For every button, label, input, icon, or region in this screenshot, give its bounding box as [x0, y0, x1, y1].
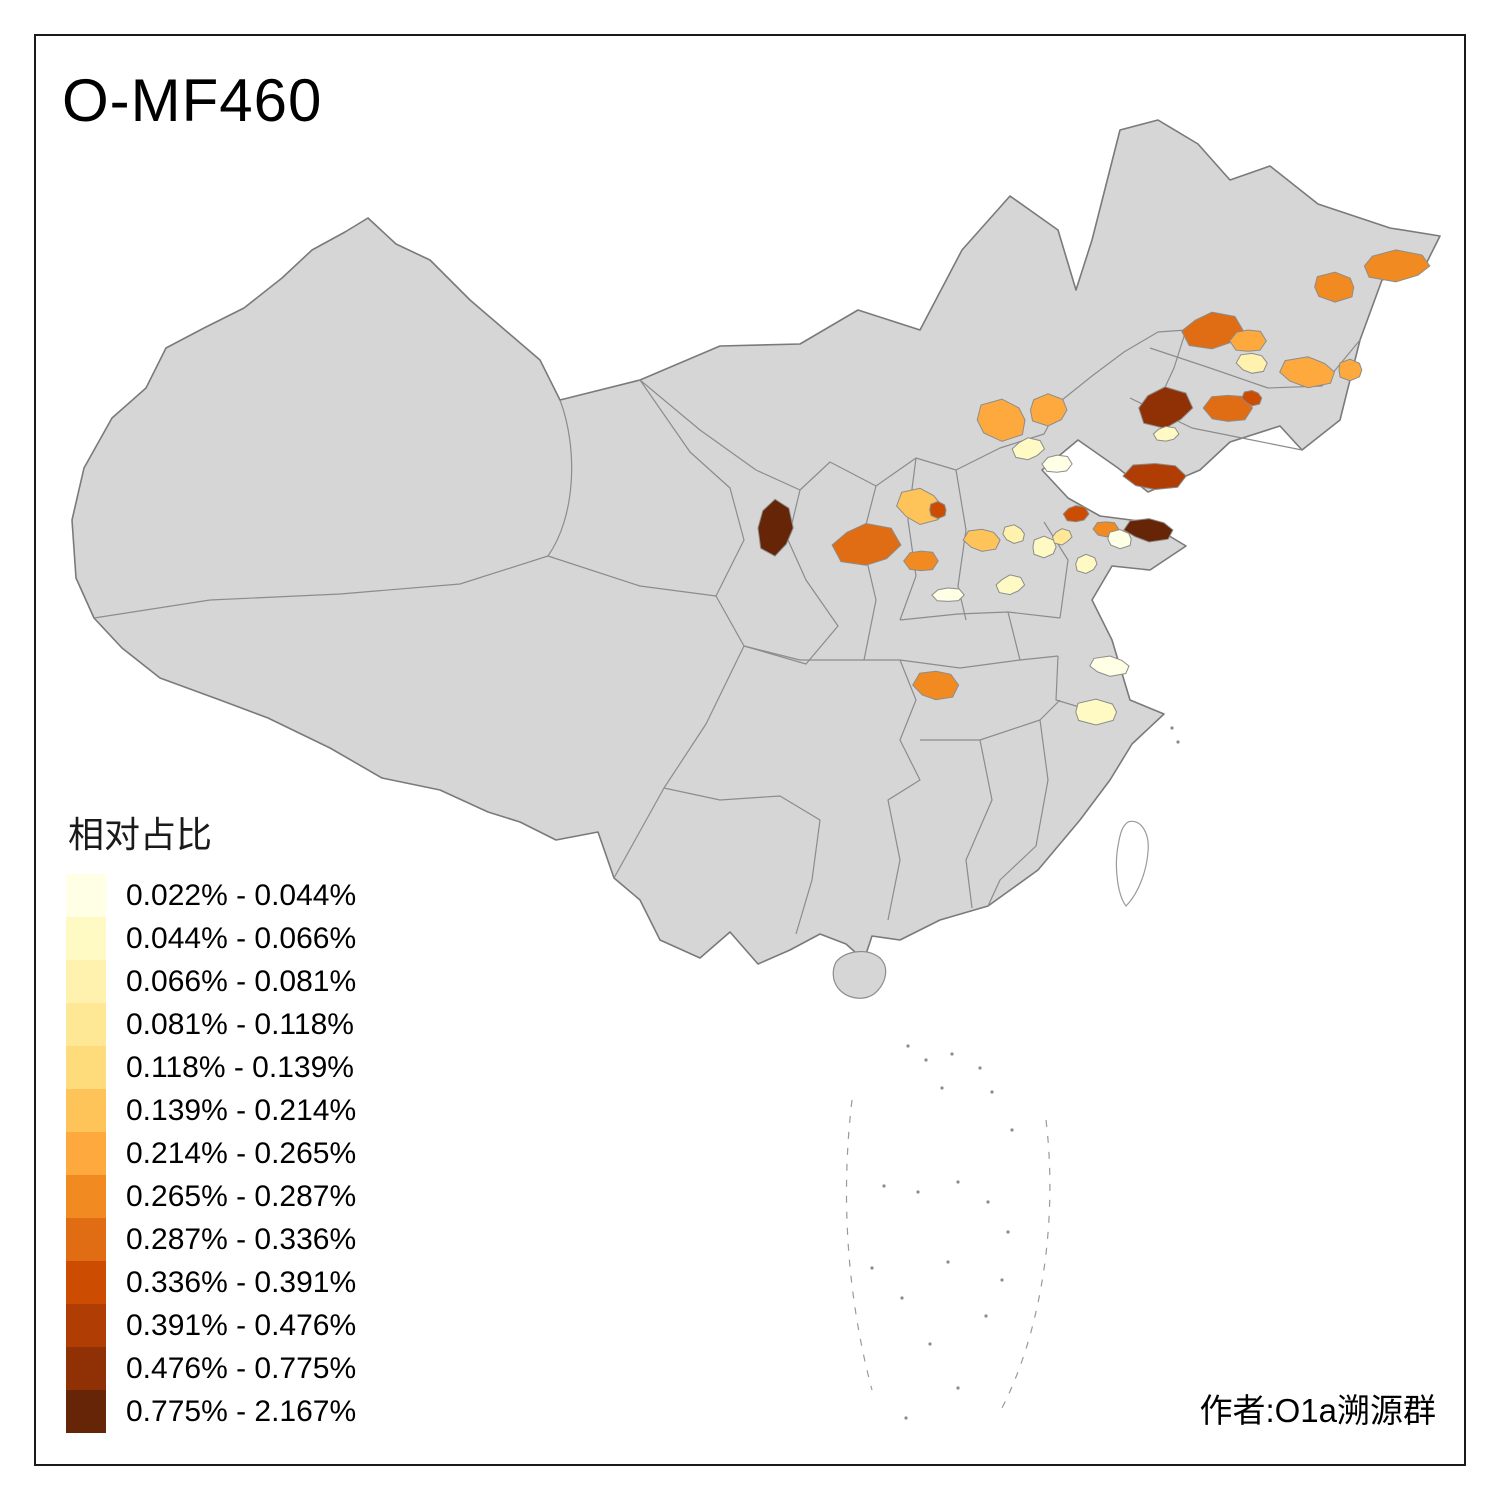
map-region	[757, 498, 794, 557]
legend-label: 0.214% - 0.265%	[126, 1137, 357, 1170]
legend-row: 0.775% - 2.167%	[66, 1390, 356, 1433]
map-region	[912, 670, 960, 701]
legend-row: 0.139% - 0.214%	[66, 1089, 356, 1132]
legend-row: 0.022% - 0.044%	[66, 874, 356, 917]
map-region	[1075, 698, 1118, 726]
map-region	[1279, 356, 1336, 389]
legend-label: 0.066% - 0.081%	[126, 965, 357, 998]
map-region	[1032, 535, 1057, 559]
legend-label: 0.336% - 0.391%	[126, 1266, 357, 1299]
map-region	[1089, 655, 1130, 677]
map-region	[1122, 462, 1187, 491]
map-region	[1338, 358, 1363, 382]
map-region	[1062, 505, 1090, 523]
legend-swatch	[66, 1304, 106, 1347]
map-region	[1123, 518, 1174, 543]
map-region	[1002, 524, 1025, 545]
legend-swatch	[66, 917, 106, 960]
map-region	[1202, 394, 1254, 422]
map-region	[1314, 271, 1355, 303]
hainan-island	[832, 951, 887, 999]
legend-swatch	[66, 1003, 106, 1046]
south-china-sea-islands	[870, 726, 1180, 1420]
legend-label: 0.118% - 0.139%	[126, 1051, 354, 1084]
legend-row: 0.476% - 0.775%	[66, 1347, 356, 1390]
legend-swatch	[66, 1046, 106, 1089]
map-region	[962, 528, 1001, 552]
legend-label: 0.391% - 0.476%	[126, 1309, 357, 1342]
legend-row: 0.081% - 0.118%	[66, 1003, 356, 1046]
legend-row: 0.044% - 0.066%	[66, 917, 356, 960]
legend-swatch	[66, 960, 106, 1003]
map-region	[1051, 528, 1073, 546]
map-region	[1138, 386, 1194, 429]
map-region	[1041, 454, 1073, 473]
map-region	[831, 522, 902, 566]
nine-dash-line	[845, 1099, 1051, 1409]
map-region	[1180, 311, 1245, 350]
map-region	[976, 398, 1026, 442]
map-region	[995, 574, 1026, 596]
legend-label: 0.265% - 0.287%	[126, 1180, 357, 1213]
legend-row: 0.214% - 0.265%	[66, 1132, 356, 1175]
legend-label: 0.476% - 0.775%	[126, 1352, 357, 1385]
page-title: O-MF460	[62, 67, 323, 134]
legend: 相对占比 0.022% - 0.044% 0.044% - 0.066% 0.0…	[66, 806, 356, 1433]
map-region	[1363, 249, 1431, 283]
legend-label: 0.081% - 0.118%	[126, 1008, 354, 1041]
map-region	[903, 550, 939, 572]
map-region	[1235, 352, 1268, 374]
map-region	[1229, 329, 1267, 352]
legend-row: 0.391% - 0.476%	[66, 1304, 356, 1347]
map-region	[931, 587, 965, 602]
map-region	[1075, 553, 1098, 575]
legend-row: 0.336% - 0.391%	[66, 1261, 356, 1304]
map-region	[929, 500, 947, 520]
legend-row: 0.118% - 0.139%	[66, 1046, 356, 1089]
highlighted-prefectures	[757, 249, 1431, 726]
map-region	[1029, 393, 1068, 427]
legend-title: 相对占比	[68, 814, 213, 855]
map-region	[1011, 437, 1046, 461]
legend-row: 0.066% - 0.081%	[66, 960, 356, 1003]
legend-swatch	[66, 874, 106, 917]
legend-label: 0.044% - 0.066%	[126, 922, 357, 955]
legend-label: 0.139% - 0.214%	[126, 1094, 357, 1127]
legend-label: 0.287% - 0.336%	[126, 1223, 357, 1256]
map-region	[1107, 528, 1132, 550]
legend-swatch	[66, 1132, 106, 1175]
legend-swatch	[66, 1218, 106, 1261]
map-region	[1241, 389, 1263, 407]
legend-row: 0.287% - 0.336%	[66, 1218, 356, 1261]
legend-swatch	[66, 1390, 106, 1433]
map-region	[1152, 425, 1180, 442]
taiwan-island	[1115, 820, 1149, 907]
legend-swatch	[66, 1347, 106, 1390]
legend-swatch	[66, 1261, 106, 1304]
author-attribution: 作者:O1a溯源群	[1199, 1392, 1436, 1429]
legend-label: 0.022% - 0.044%	[126, 879, 357, 912]
legend-swatch	[66, 1175, 106, 1218]
province-borders	[93, 329, 1361, 935]
legend-swatch	[66, 1089, 106, 1132]
legend-label: 0.775% - 2.167%	[126, 1395, 357, 1428]
legend-row: 0.265% - 0.287%	[66, 1175, 356, 1218]
